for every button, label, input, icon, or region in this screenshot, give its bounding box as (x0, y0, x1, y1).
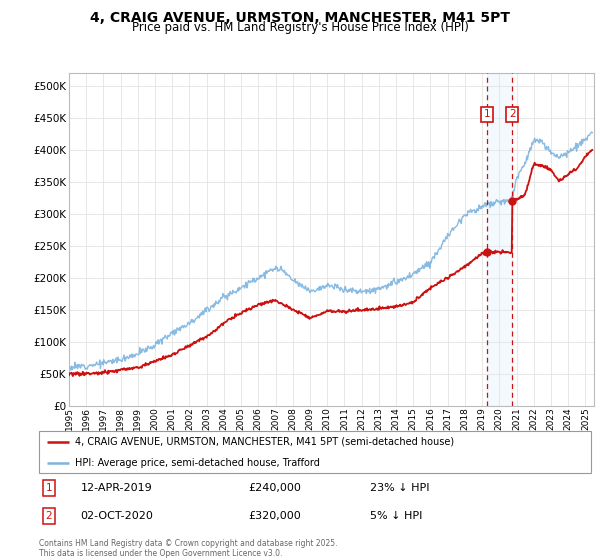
Text: 1: 1 (46, 483, 52, 493)
Text: 4, CRAIG AVENUE, URMSTON, MANCHESTER, M41 5PT (semi-detached house): 4, CRAIG AVENUE, URMSTON, MANCHESTER, M4… (75, 437, 454, 447)
Text: 4, CRAIG AVENUE, URMSTON, MANCHESTER, M41 5PT: 4, CRAIG AVENUE, URMSTON, MANCHESTER, M4… (90, 11, 510, 25)
Text: Price paid vs. HM Land Registry's House Price Index (HPI): Price paid vs. HM Land Registry's House … (131, 21, 469, 34)
Text: Contains HM Land Registry data © Crown copyright and database right 2025.
This d: Contains HM Land Registry data © Crown c… (39, 539, 337, 558)
Text: 1: 1 (484, 109, 490, 119)
Text: £320,000: £320,000 (249, 511, 302, 521)
Text: 23% ↓ HPI: 23% ↓ HPI (370, 483, 430, 493)
Bar (487, 73, 512, 406)
Text: HPI: Average price, semi-detached house, Trafford: HPI: Average price, semi-detached house,… (75, 458, 320, 468)
Text: 12-APR-2019: 12-APR-2019 (80, 483, 152, 493)
Text: £240,000: £240,000 (249, 483, 302, 493)
FancyBboxPatch shape (39, 431, 591, 473)
Text: 5% ↓ HPI: 5% ↓ HPI (370, 511, 422, 521)
Text: 02-OCT-2020: 02-OCT-2020 (80, 511, 153, 521)
Text: 2: 2 (509, 109, 515, 119)
Text: 2: 2 (46, 511, 52, 521)
